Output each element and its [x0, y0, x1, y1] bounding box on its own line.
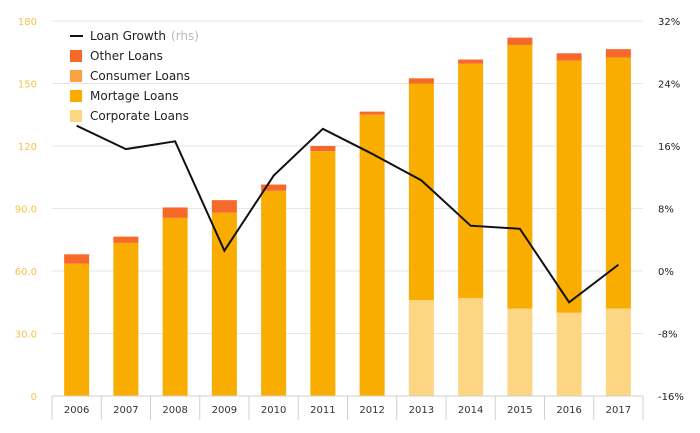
left-y-tick-label: 180	[18, 17, 37, 28]
bar-mortage-loans-2010	[261, 190, 287, 396]
loan-growth-line	[76, 124, 619, 304]
x-tick-label: 2013	[409, 405, 434, 416]
bar-mortage-loans-2016	[556, 60, 582, 313]
legend-label-loan-growth: Loan Growth	[90, 29, 166, 43]
bar-corporate-loans-2017	[605, 308, 631, 396]
legend-swatch-corporate-loans	[70, 110, 82, 122]
x-tick-label: 2012	[359, 405, 384, 416]
left-y-tick-label: 120	[18, 142, 37, 153]
legend-label-mortage-loans: Mortage Loans	[90, 89, 179, 103]
bar-mortage-loans-2006	[64, 263, 90, 396]
legend-suffix-rhs: (rhs)	[171, 29, 199, 43]
bar-other-loans-2013	[408, 78, 434, 84]
right-y-tick-label: 8%	[658, 205, 674, 216]
axes: 2006 2007 2008 2009 2010 2011 2012 2013 2014 2015…	[15, 17, 684, 420]
bar-other-loans-2012	[359, 111, 385, 115]
x-tick-label: 2011	[310, 405, 335, 416]
bar-other-loans-2011	[310, 146, 336, 152]
bar-mortage-loans-2015	[507, 44, 533, 309]
bar-corporate-loans-2014	[458, 298, 484, 396]
loan-growth-line-group	[76, 124, 619, 304]
bar-stacks	[64, 37, 631, 396]
right-y-tick-label: -16%	[658, 392, 684, 403]
x-tick-label: 2017	[606, 405, 631, 416]
right-y-tick-label: 32%	[658, 17, 680, 28]
left-y-tick-label: 150	[18, 80, 37, 91]
bar-other-loans-2017	[605, 49, 631, 58]
x-tick-label: 2009	[212, 405, 237, 416]
left-y-tick-label: 90.0	[15, 205, 37, 216]
right-y-tick-label: 0%	[658, 267, 674, 278]
bar-mortage-loans-2011	[310, 151, 336, 396]
bar-other-loans-2016	[556, 53, 582, 61]
left-y-tick-label: 0	[31, 392, 37, 403]
right-y-tick-label: 24%	[658, 80, 680, 91]
x-tick-label: 2008	[162, 405, 187, 416]
legend-label-consumer-loans: Consumer Loans	[90, 69, 190, 83]
bar-other-loans-2007	[113, 236, 139, 243]
legend-swatch-mortage-loans	[70, 90, 82, 102]
bar-mortage-loans-2014	[458, 63, 484, 299]
x-tick-label: 2006	[64, 405, 89, 416]
x-tick-label: 2016	[556, 405, 581, 416]
x-tick-label: 2010	[261, 405, 286, 416]
x-tick-label: 2015	[507, 405, 532, 416]
bar-other-loans-2010	[261, 184, 287, 191]
legend-swatch-consumer-loans	[70, 70, 82, 82]
bar-other-loans-2015	[507, 37, 533, 45]
legend-label-other-loans: Other Loans	[90, 49, 163, 63]
bar-corporate-loans-2013	[408, 300, 434, 396]
legend-swatch-other-loans	[70, 50, 82, 62]
right-y-tick-label: 16%	[658, 142, 680, 153]
legend: Loan Growth (rhs) Other Loans Consumer Loan…	[70, 29, 199, 123]
bar-mortage-loans-2009	[211, 212, 237, 396]
legend-label-corporate-loans: Corporate Loans	[90, 109, 189, 123]
bar-corporate-loans-2016	[556, 312, 582, 396]
bar-mortage-loans-2013	[408, 83, 434, 301]
left-y-tick-label: 30.0	[15, 330, 37, 341]
x-tick-label: 2014	[458, 405, 483, 416]
bar-other-loans-2006	[64, 254, 90, 264]
bar-mortage-loans-2008	[162, 217, 188, 396]
x-tick-label: 2007	[113, 405, 138, 416]
bar-other-loans-2008	[162, 207, 188, 218]
bar-corporate-loans-2015	[507, 308, 533, 396]
bar-other-loans-2009	[211, 200, 237, 213]
bar-mortage-loans-2017	[605, 57, 631, 309]
right-y-tick-label: -8%	[658, 330, 677, 341]
bar-mortage-loans-2012	[359, 114, 385, 396]
bar-mortage-loans-2007	[113, 242, 139, 396]
left-y-tick-label: 60.0	[15, 267, 37, 278]
bar-other-loans-2014	[458, 59, 484, 64]
